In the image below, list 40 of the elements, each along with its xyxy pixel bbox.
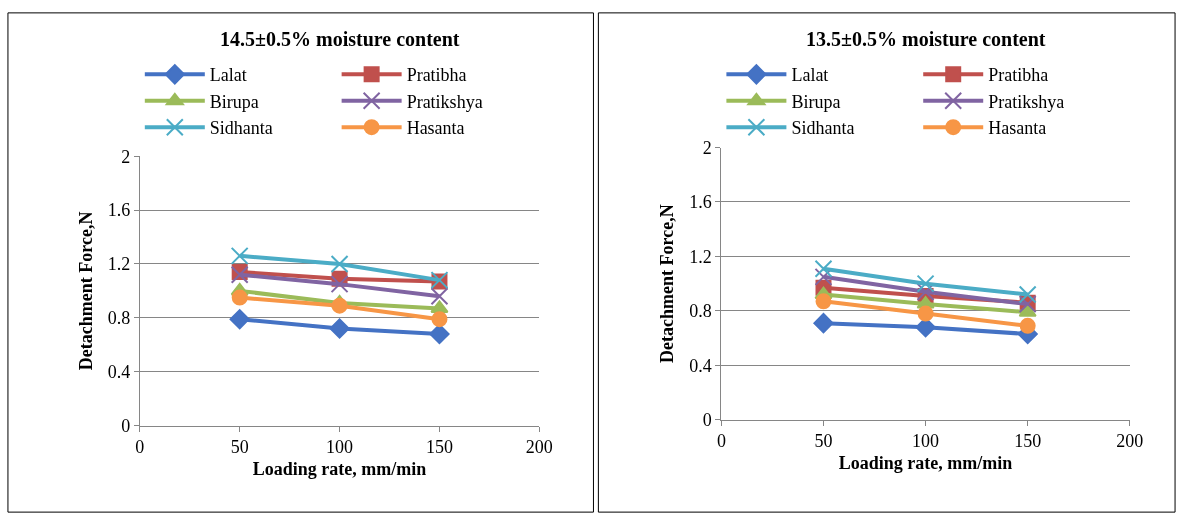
x-tick-label: 100 — [912, 431, 940, 452]
y-tick-label: 0 — [702, 410, 712, 431]
legend-label: Birupa — [791, 91, 841, 112]
legend-label: Birupa — [209, 91, 259, 112]
legend-label: Pratibha — [406, 65, 467, 86]
x-tick-label: 0 — [716, 431, 726, 452]
legend-label: Pratikshya — [988, 91, 1065, 112]
y-tick-label: 0.4 — [107, 361, 131, 382]
y-tick-label: 1.6 — [689, 192, 712, 213]
x-tick-label: 100 — [326, 437, 354, 458]
y-tick-label: 1.2 — [107, 254, 131, 275]
chart-title: 13.5±0.5% moisture content — [806, 28, 1046, 50]
legend-label: Pratibha — [988, 65, 1049, 86]
x-axis-title: Loading rate, mm/min — [838, 453, 1013, 474]
x-tick-label: 150 — [425, 437, 453, 458]
y-tick-label: 2 — [121, 146, 131, 167]
x-tick-label: 200 — [525, 437, 553, 458]
x-tick-label: 200 — [1116, 431, 1144, 452]
y-axis-title: Detachment Force,N — [657, 204, 678, 363]
y-tick-label: 1.2 — [689, 246, 712, 267]
x-tick-label: 150 — [1014, 431, 1042, 452]
legend-label: Lalat — [209, 65, 247, 86]
legend-label: Pratikshya — [406, 91, 483, 112]
legend-label: Lalat — [791, 65, 829, 86]
y-tick-label: 0.8 — [107, 308, 131, 329]
y-tick-label: 0 — [121, 415, 131, 436]
legend-label: Sidhanta — [209, 118, 273, 139]
legend-label: Sidhanta — [791, 118, 855, 139]
x-tick-label: 0 — [135, 437, 145, 458]
y-tick-label: 2 — [702, 137, 712, 158]
y-tick-label: 0.4 — [689, 355, 712, 376]
y-tick-label: 0.8 — [689, 301, 712, 322]
y-axis-title: Detachment Force,N — [75, 211, 96, 371]
x-tick-label: 50 — [230, 437, 249, 458]
y-tick-label: 1.6 — [107, 200, 131, 221]
x-tick-label: 50 — [814, 431, 833, 452]
chart-title: 14.5±0.5% moisture content — [220, 28, 460, 50]
legend-label: Hasanta — [988, 118, 1047, 139]
legend-label: Hasanta — [406, 118, 465, 139]
x-axis-title: Loading rate, mm/min — [252, 459, 427, 480]
